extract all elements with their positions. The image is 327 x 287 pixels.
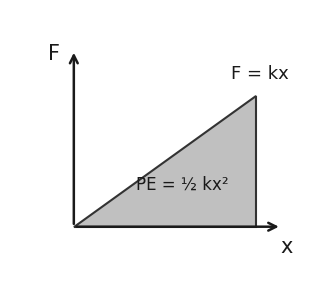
Text: x: x bbox=[281, 236, 293, 257]
Text: PE = ½ kx²: PE = ½ kx² bbox=[136, 176, 229, 194]
Text: F: F bbox=[47, 44, 60, 64]
Polygon shape bbox=[74, 96, 256, 227]
Text: F = kx: F = kx bbox=[232, 65, 289, 83]
